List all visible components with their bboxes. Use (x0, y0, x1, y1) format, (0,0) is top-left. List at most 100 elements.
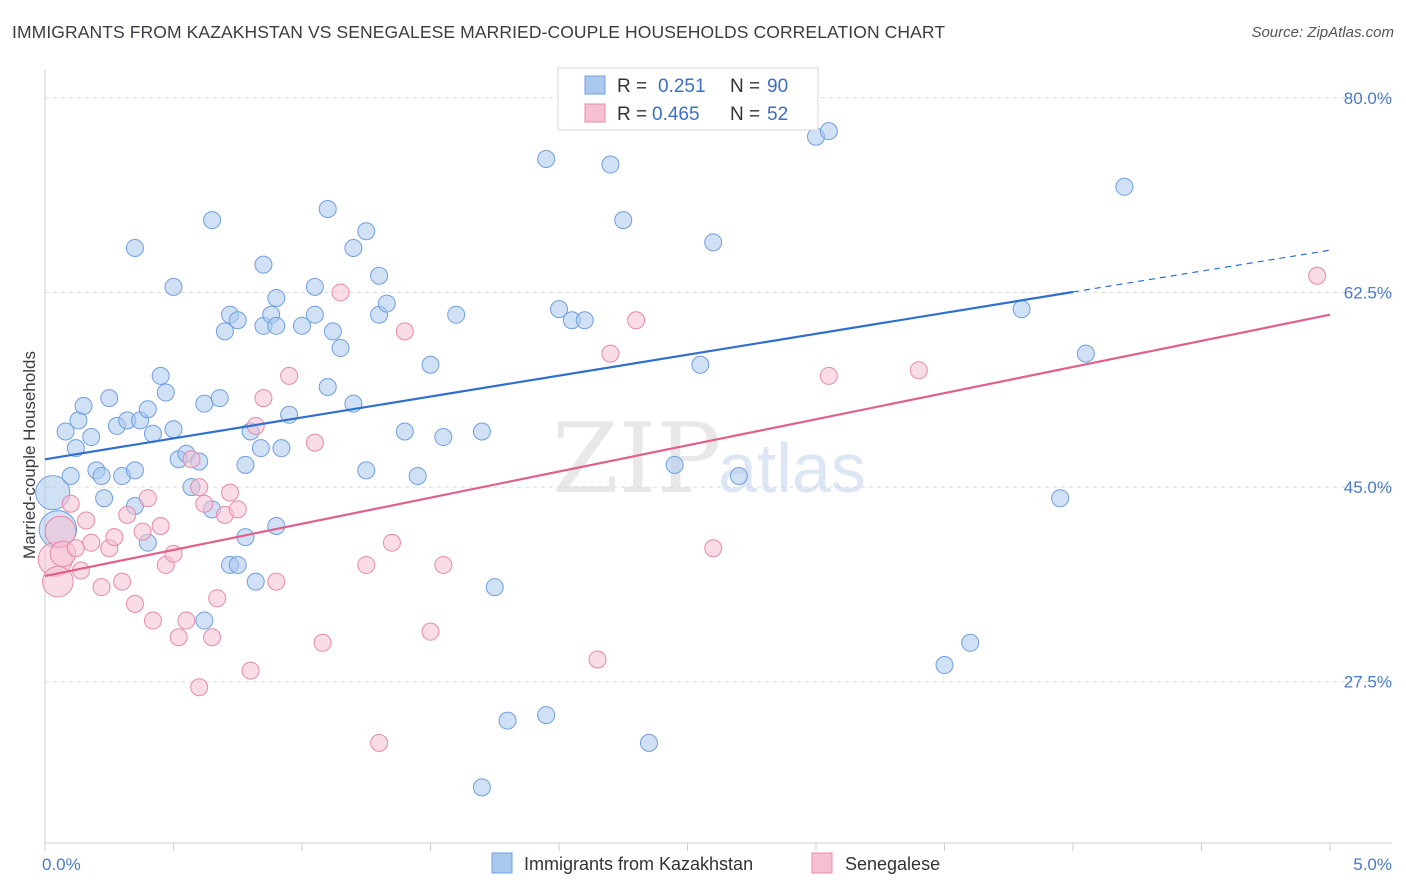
senegalese-point-46 (601, 344, 620, 363)
senegalese-point-21 (169, 628, 188, 647)
senegalese-point-27 (208, 589, 227, 608)
x-tick-label-1: 5.0% (1353, 855, 1392, 874)
kazakhstan-point-18 (138, 400, 157, 419)
kazakhstan-point-7 (82, 428, 101, 447)
source-label: Source: ZipAtlas.com (1251, 24, 1394, 41)
kazakhstan-point-0 (35, 475, 71, 511)
y-tick-label-1: 62.5% (1344, 283, 1392, 302)
y-tick-label-2: 45.0% (1344, 478, 1392, 497)
kazakhstan-point-68 (344, 238, 363, 257)
kazakhstan-point-48 (377, 294, 396, 313)
senegalese-point-9 (92, 578, 111, 597)
kazakhstan-point-93 (639, 733, 658, 752)
kazakhstan-point-52 (434, 428, 453, 447)
senegalese-point-7 (77, 511, 96, 530)
x-tick-label-0: 0.0% (42, 855, 81, 874)
kazakhstan-point-32 (236, 455, 255, 474)
series-senegalese (37, 266, 1327, 752)
kazakhstan-point-41 (305, 305, 324, 324)
kazakhstan-point-6 (74, 396, 93, 415)
senegalese-point-41 (382, 533, 401, 552)
senegalese-point-42 (395, 322, 414, 341)
kazakhstan-point-42 (318, 377, 337, 396)
legend-n-label-1: N = (730, 76, 760, 97)
kazakhstan-point-15 (125, 461, 144, 480)
senegalese-point-43 (421, 622, 440, 641)
legend-n-value-2: 52 (767, 104, 788, 125)
kazakhstan-point-50 (408, 466, 427, 485)
kazakhstan-point-3 (61, 466, 80, 485)
kazakhstan-point-79 (614, 211, 633, 230)
kazakhstan-point-64 (228, 555, 247, 574)
kazakhstan-trend-line (44, 290, 1074, 461)
senegalese-point-44 (434, 555, 453, 574)
kazakhstan-point-43 (323, 322, 342, 341)
legend-r-label-1: R = (617, 76, 647, 97)
kazakhstan-point-78 (601, 155, 620, 174)
senegalese-point-8 (82, 533, 101, 552)
senegalese-point-33 (254, 389, 273, 408)
kazakhstan-point-74 (550, 300, 568, 319)
kazakhstan-point-81 (691, 355, 710, 374)
senegalese-point-25 (195, 494, 214, 513)
y-tick-label-3: 27.5% (1344, 673, 1392, 692)
y-axis-title: Married-couple Households (20, 351, 39, 559)
senegalese-point-36 (305, 433, 324, 452)
senegalese-point-26 (203, 628, 222, 647)
senegalese-point-39 (357, 555, 376, 574)
senegalese-point-47 (627, 311, 646, 330)
kazakhstan-point-90 (1076, 344, 1095, 363)
kazakhstan-point-51 (421, 355, 440, 374)
kazakhstan-point-72 (485, 578, 504, 597)
kazakhstan-point-69 (357, 222, 376, 241)
senegalese-point-16 (138, 489, 157, 508)
senegalese-point-18 (151, 517, 170, 536)
series-legend-swatch-senegalese (811, 852, 833, 874)
y-tick-labels: 80.0% 62.5% 45.0% 27.5% (1344, 89, 1392, 692)
kazakhstan-point-77 (575, 311, 594, 330)
senegalese-point-22 (177, 611, 196, 630)
senegalese-point-17 (143, 611, 162, 630)
kazakhstan-point-76 (537, 149, 556, 168)
kazakhstan-point-46 (357, 461, 376, 480)
senegalese-point-40 (370, 733, 389, 752)
kazakhstan-point-62 (267, 517, 286, 536)
series-legend: Immigrants from Kazakhstan Senegalese (491, 852, 940, 874)
kazakhstan-point-20 (151, 366, 170, 385)
senegalese-point-13 (118, 505, 137, 524)
senegalese-point-24 (190, 478, 209, 497)
senegalese-point-31 (241, 661, 260, 680)
kazakhstan-point-65 (195, 611, 214, 630)
senegalese-point-50 (909, 361, 928, 380)
kazakhstan-point-82 (704, 233, 723, 252)
legend-n-value-1: 90 (767, 76, 788, 97)
senegalese-point-4 (61, 494, 80, 513)
legend-n-label-2: N = (730, 104, 760, 125)
senegalese-point-23 (182, 450, 201, 469)
senegalese-point-37 (313, 633, 332, 652)
kazakhstan-point-22 (164, 420, 183, 439)
legend-r-label-2: R = (617, 104, 647, 125)
senegalese-point-30 (228, 500, 247, 519)
kazakhstan-point-61 (251, 439, 270, 458)
senegalese-point-49 (819, 366, 838, 385)
senegalese-point-29 (221, 483, 240, 502)
senegalese-point-12 (113, 572, 132, 591)
kazakhstan-point-66 (305, 277, 324, 296)
kazakhstan-point-44 (331, 339, 350, 358)
kazakhstan-point-4 (66, 439, 85, 458)
senegalese-trend-line (44, 313, 1331, 578)
y-tick-label-0: 80.0% (1344, 89, 1392, 108)
kazakhstan-point-80 (665, 455, 684, 474)
senegalese-point-15 (133, 522, 152, 541)
axes (44, 70, 1392, 851)
kazakhstan-point-27 (195, 394, 214, 413)
senegalese-point-48 (704, 539, 723, 558)
kazakhstan-point-91 (1115, 177, 1134, 196)
kazakhstan-point-87 (1012, 300, 1031, 319)
chart-title: IMMIGRANTS FROM KAZAKHSTAN VS SENEGALESE… (12, 22, 946, 42)
series-legend-label-senegalese: Senegalese (845, 854, 940, 874)
kazakhstan-point-92 (537, 706, 556, 725)
kazakhstan-point-71 (472, 422, 491, 441)
